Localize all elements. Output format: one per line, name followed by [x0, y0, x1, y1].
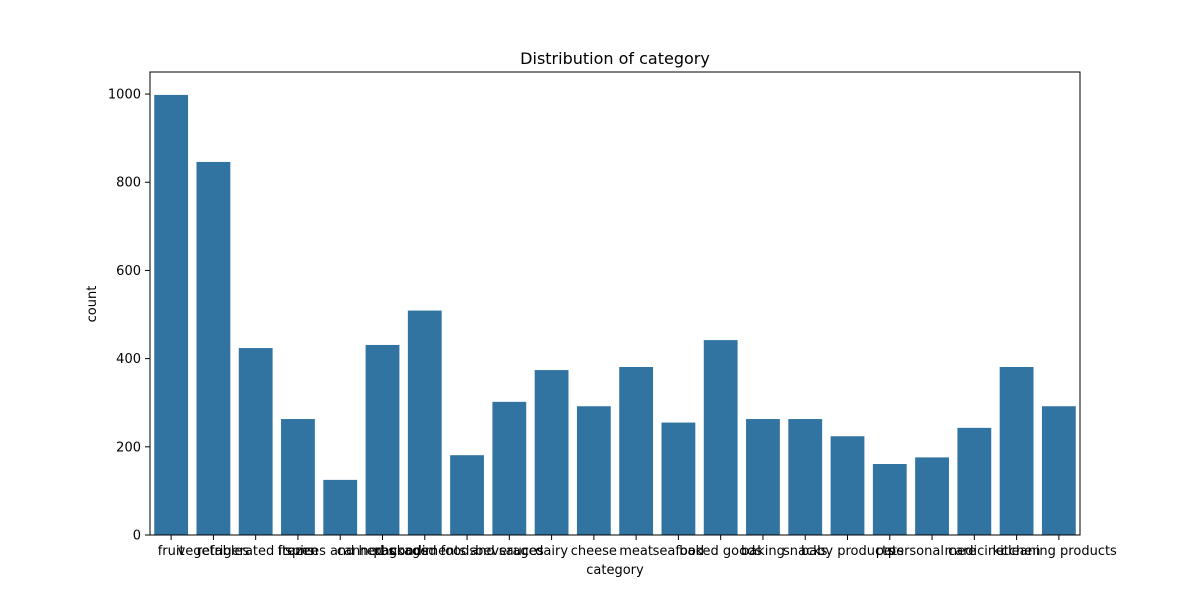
y-tick-label: 200: [116, 440, 141, 455]
x-tick-label: personal care: [888, 544, 976, 559]
bar-8: [450, 455, 484, 535]
bar-12: [619, 367, 654, 535]
bar-11: [576, 406, 611, 535]
bar-10: [534, 370, 569, 535]
bar-22: [1041, 406, 1076, 535]
bar-18: [872, 464, 907, 535]
x-tick-label: canned goods: [337, 544, 428, 559]
x-tick-label: baked goods: [679, 544, 762, 559]
x-tick-label: spices and herbs: [285, 544, 395, 559]
x-tick-label: kitchen: [993, 544, 1041, 559]
bars-layer: [154, 94, 1076, 536]
bar-1: [154, 94, 189, 536]
x-tick-label: fruit: [158, 544, 185, 559]
y-axis-title: count: [85, 286, 100, 323]
bar-6: [365, 344, 400, 535]
bar-7: [407, 310, 442, 535]
x-tick-label: baby products: [801, 544, 894, 559]
bar-9: [492, 401, 527, 535]
x-tick-label: condiments and sauces: [390, 544, 544, 559]
y-tick-label: 600: [116, 264, 141, 279]
x-tick-label: packaged foods: [373, 544, 476, 559]
x-tick-label: cheese: [571, 544, 617, 559]
bar-2: [196, 161, 231, 535]
bar-14: [703, 340, 738, 535]
bar-3: [238, 348, 273, 535]
bar-20: [957, 427, 992, 535]
y-tick-label: 800: [116, 176, 141, 191]
bar-17: [830, 436, 865, 535]
x-tick-label: refrigerated items: [197, 544, 315, 559]
chart-title: Distribution of category: [520, 49, 710, 68]
y-tick-label: 1000: [108, 88, 141, 103]
x-tick-label: baking: [741, 544, 785, 559]
x-tick-label: vegetables: [178, 544, 250, 559]
x-tick-label: cleaning products: [1001, 544, 1117, 559]
x-tick-label: meat: [619, 544, 653, 559]
bar-15: [746, 419, 780, 535]
y-tick-label: 400: [116, 352, 141, 367]
x-tick-label: snacks: [783, 544, 828, 559]
x-tick-label: medicine: [945, 544, 1005, 559]
bar-19: [915, 457, 949, 535]
plot-frame: [149, 71, 1081, 536]
bar-13: [661, 422, 696, 535]
bar-21: [999, 367, 1034, 535]
y-tick-label: 0: [133, 529, 141, 544]
x-tick-label: dairy: [535, 544, 568, 559]
bar-16: [788, 419, 823, 535]
x-tick-label: pets: [876, 544, 904, 559]
x-tick-label: frozen: [278, 544, 319, 559]
x-tick-label: beverages: [475, 544, 544, 559]
bar-5: [323, 479, 358, 535]
bar-4: [281, 419, 315, 535]
x-tick-label: seafood: [653, 544, 704, 559]
x-axis-title: category: [586, 563, 644, 578]
